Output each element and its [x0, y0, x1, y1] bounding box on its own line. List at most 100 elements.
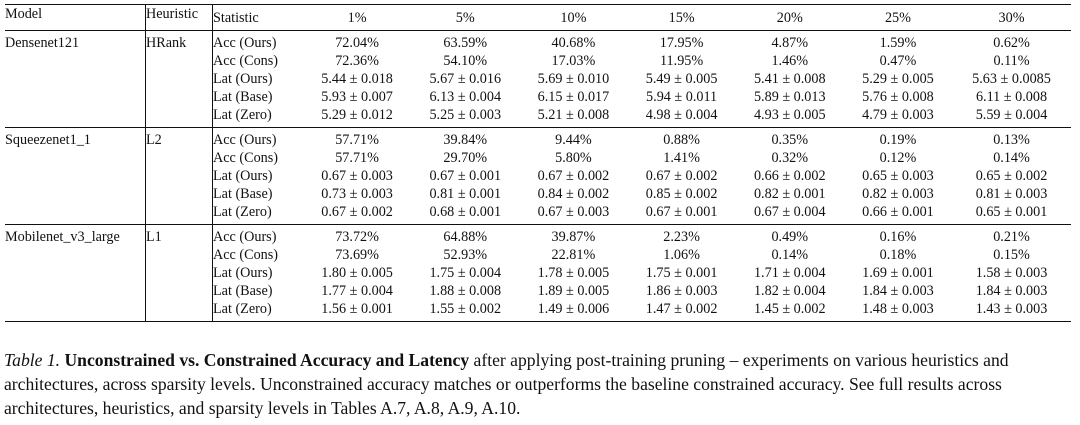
- value-cell: 0.62%: [993, 35, 1030, 51]
- header-heuristic: Heuristic: [145, 4, 213, 31]
- value-cell: 0.67 ± 0.001: [429, 168, 502, 184]
- table-row: Lat (Ours) 1.80 ± 0.005 1.75 ± 0.004 1.78 ±…: [5, 264, 1071, 282]
- header-sparsity: 10%: [519, 4, 628, 31]
- value-cell: 0.67 ± 0.002: [645, 168, 718, 184]
- heuristic-cell: L1: [145, 224, 213, 246]
- table-group: Mobilenet_v3_large L1 Acc (Ours) 73.72% 64.8…: [5, 224, 1071, 322]
- table-row: Mobilenet_v3_large L1 Acc (Ours) 73.72% 64.8…: [5, 224, 1071, 246]
- value-cell: 0.19%: [843, 127, 953, 149]
- caption-title: Unconstrained vs. Constrained Accuracy a…: [64, 350, 470, 370]
- model-empty-cell: [5, 246, 146, 264]
- value-cell: 17.03%: [551, 53, 596, 69]
- value-cell: 73.72%: [303, 224, 412, 246]
- value-cell: 4.79 ± 0.003: [862, 107, 934, 123]
- caption-label: Table 1.: [4, 350, 61, 370]
- table-group: Squeezenet1_1 L2 Acc (Ours) 57.71% 39.84% 9.4…: [5, 127, 1071, 225]
- value-cell: 0.65 ± 0.003: [862, 168, 934, 184]
- heuristic-empty-cell: [145, 264, 213, 282]
- table-row: Lat (Zero) 5.29 ± 0.012 5.25 ± 0.003 5.21 ±…: [5, 106, 1071, 128]
- heuristic-empty-cell: [145, 282, 213, 300]
- value-cell: 5.93 ± 0.007: [321, 89, 393, 105]
- value-cell: 6.13 ± 0.004: [429, 89, 502, 105]
- model-name-cell: Squeezenet1_1: [5, 127, 146, 149]
- heuristic-empty-cell: [145, 149, 213, 167]
- value-cell: 0.67 ± 0.004: [753, 204, 826, 220]
- heuristic-empty-cell: [145, 70, 213, 88]
- statistic-cell: Lat (Base): [213, 186, 273, 202]
- value-cell: 1.56 ± 0.001: [321, 301, 393, 317]
- value-cell: 0.11%: [993, 53, 1030, 69]
- value-cell: 1.06%: [663, 247, 700, 263]
- value-cell: 5.44 ± 0.018: [321, 71, 393, 87]
- statistic-cell: Lat (Base): [213, 89, 273, 105]
- value-cell: 0.67 ± 0.003: [321, 168, 393, 184]
- statistic-cell: Acc (Cons): [213, 150, 279, 166]
- heuristic-empty-cell: [145, 106, 213, 128]
- heuristic-empty-cell: [145, 185, 213, 203]
- value-cell: 1.75 ± 0.004: [429, 265, 502, 281]
- value-cell: 22.81%: [551, 247, 596, 263]
- statistic-cell: Lat (Ours): [213, 265, 273, 281]
- value-cell: 1.41%: [663, 150, 700, 166]
- table-row: Acc (Cons) 72.36% 54.10% 17.03% 11.95% 1.46% 0…: [5, 52, 1071, 70]
- value-cell: 0.73 ± 0.003: [321, 186, 393, 202]
- value-cell: 5.29 ± 0.005: [862, 71, 934, 87]
- table-row: Lat (Zero) 1.56 ± 0.001 1.55 ± 0.002 1.49 ±…: [5, 300, 1071, 322]
- value-cell: 1.43 ± 0.003: [975, 301, 1048, 317]
- header-sparsity: 25%: [843, 4, 953, 31]
- value-cell: 4.93 ± 0.005: [753, 107, 826, 123]
- value-cell: 0.65 ± 0.001: [975, 204, 1048, 220]
- table-row: Squeezenet1_1 L2 Acc (Ours) 57.71% 39.84% 9.4…: [5, 127, 1071, 149]
- value-cell: 52.93%: [443, 247, 488, 263]
- value-cell: 5.21 ± 0.008: [537, 107, 610, 123]
- value-cell: 4.87%: [771, 35, 809, 51]
- value-cell: 0.81 ± 0.003: [975, 186, 1048, 202]
- value-cell: 4.98 ± 0.004: [645, 107, 718, 123]
- header-model: Model: [5, 4, 146, 31]
- table-row: Lat (Base) 1.77 ± 0.004 1.88 ± 0.008 1.89 ±…: [5, 282, 1071, 300]
- value-cell: 54.10%: [443, 53, 488, 69]
- value-cell: 0.84 ± 0.002: [537, 186, 610, 202]
- model-empty-cell: [5, 167, 146, 185]
- value-cell: 1.48 ± 0.003: [862, 301, 934, 317]
- table-row: Lat (Ours) 0.67 ± 0.003 0.67 ± 0.001 0.67 ±…: [5, 167, 1071, 185]
- value-cell: 0.82 ± 0.001: [753, 186, 826, 202]
- statistic-cell: Lat (Base): [213, 283, 273, 299]
- header-sparsity: 15%: [627, 4, 736, 31]
- value-cell: 5.59 ± 0.004: [975, 107, 1048, 123]
- value-cell: 5.49 ± 0.005: [645, 71, 718, 87]
- table-row: Lat (Base) 0.73 ± 0.003 0.81 ± 0.001 0.84 ±…: [5, 185, 1071, 203]
- value-cell: 1.77 ± 0.004: [321, 283, 393, 299]
- value-cell: 5.63 ± 0.0085: [972, 71, 1051, 87]
- value-cell: 5.41 ± 0.008: [753, 71, 826, 87]
- value-cell: 0.49%: [735, 224, 844, 246]
- value-cell: 1.59%: [879, 35, 917, 51]
- table-header: Model Heuristic Statistic 1% 5% 10% 15% …: [5, 4, 1071, 31]
- table-row: Lat (Base) 5.93 ± 0.007 6.13 ± 0.004 6.15 ±…: [5, 88, 1071, 106]
- heuristic-cell: L2: [145, 127, 213, 149]
- value-cell: 0.82 ± 0.003: [862, 186, 934, 202]
- model-empty-cell: [5, 106, 146, 128]
- value-cell: 11.95%: [659, 53, 704, 69]
- value-cell: 6.15 ± 0.017: [537, 89, 610, 105]
- results-table-container: Model Heuristic Statistic 1% 5% 10% 15% …: [5, 4, 1071, 322]
- statistic-cell: Lat (Zero): [213, 204, 272, 220]
- value-cell: 0.67 ± 0.003: [537, 204, 610, 220]
- value-cell: 0.32%: [771, 150, 809, 166]
- value-cell: 1.80 ± 0.005: [321, 265, 393, 281]
- header-sparsity: 20%: [735, 4, 844, 31]
- model-empty-cell: [5, 300, 146, 322]
- table-row: Lat (Zero) 0.67 ± 0.002 0.68 ± 0.001 0.67 ±…: [5, 203, 1071, 225]
- value-cell: 57.71%: [335, 150, 379, 166]
- caption-text: after applying post-training pruning – e…: [4, 350, 1009, 418]
- results-table: Model Heuristic Statistic 1% 5% 10% 15% …: [5, 4, 1071, 322]
- statistic-cell: Acc (Ours): [212, 127, 303, 149]
- value-cell: 5.69 ± 0.010: [537, 71, 610, 87]
- heuristic-cell: HRank: [145, 30, 213, 52]
- value-cell: 1.75 ± 0.001: [645, 265, 718, 281]
- value-cell: 0.81 ± 0.001: [429, 186, 502, 202]
- value-cell: 0.67 ± 0.002: [321, 204, 393, 220]
- value-cell: 0.16%: [843, 224, 953, 246]
- statistic-cell: Acc (Cons): [213, 247, 279, 263]
- heuristic-empty-cell: [145, 203, 213, 225]
